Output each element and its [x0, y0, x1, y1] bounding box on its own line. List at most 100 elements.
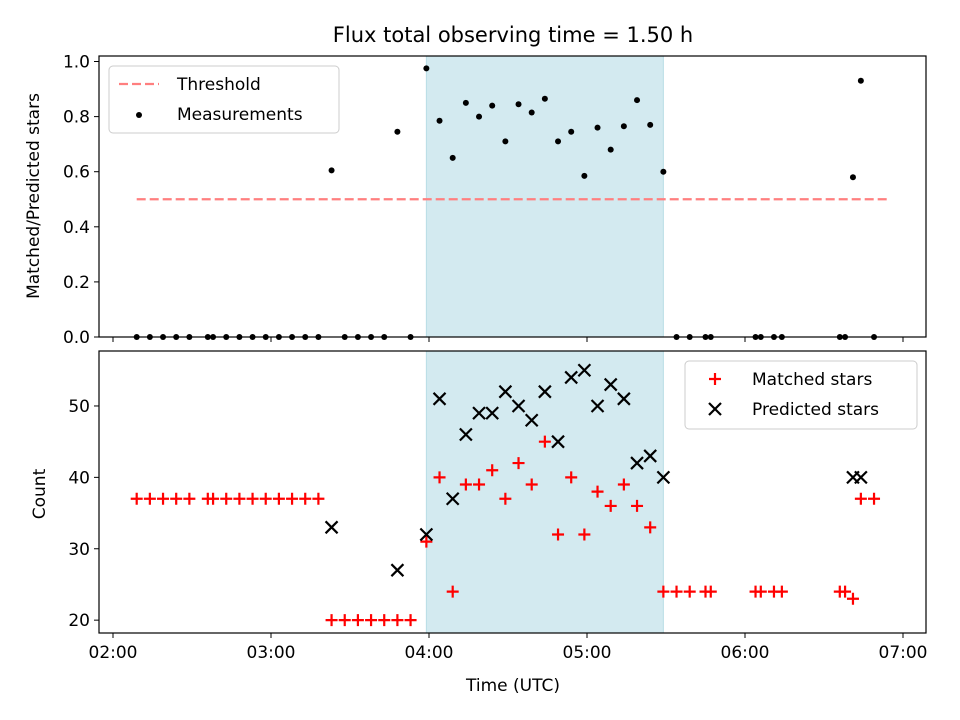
matched-star-point	[578, 528, 591, 541]
matched-star-point	[325, 614, 338, 627]
predicted-star-point	[643, 449, 657, 463]
x-axis-label: Time (UTC)	[465, 676, 560, 696]
legend-predicted-swatch	[708, 402, 722, 416]
matched-star-point	[617, 478, 630, 491]
measurement-point	[476, 113, 483, 120]
matched-star-point	[512, 457, 525, 470]
matched-star-point	[365, 614, 378, 627]
ratio-plot-area: 0.0 0.2 0.4 0.6 0.8 1.0	[63, 53, 927, 348]
matched-star-point	[420, 535, 433, 548]
matched-star-point	[272, 492, 285, 505]
x-tick-label: 03:00	[247, 643, 296, 663]
predicted-star-point	[564, 370, 578, 385]
measurement-point	[423, 65, 430, 72]
measurement-point	[502, 138, 509, 145]
matched-star-point	[351, 614, 364, 627]
matched-star-point	[183, 492, 196, 505]
axes-frame-top	[98, 55, 927, 338]
y-tick-label: 50	[68, 397, 90, 417]
matched-star-point	[312, 492, 325, 505]
matched-star-point	[143, 492, 156, 505]
observing-window-bottom	[425, 350, 664, 634]
matched-star-point	[657, 585, 670, 598]
matched-star-point	[170, 492, 183, 505]
predicted-star-point	[459, 427, 473, 442]
measurement-point	[568, 128, 575, 135]
measurement-point	[515, 101, 522, 108]
y-tick-label: 0.4	[63, 218, 90, 238]
matched-star-point	[670, 585, 683, 598]
ratio-y-axis-label: Matched/Predicted stars	[24, 93, 44, 299]
legend-measurements-label: Measurements	[177, 105, 303, 125]
measurement-point	[449, 154, 456, 161]
matched-star-point	[286, 492, 299, 505]
chart-title: Flux total observing time = 1.50 h	[333, 23, 693, 47]
y-tick-label: 0.2	[63, 273, 90, 293]
matched-star-point	[433, 471, 446, 484]
predicted-star-point	[538, 384, 552, 399]
measurement-point	[462, 99, 469, 106]
predicted-star-point	[485, 406, 499, 420]
ratio-legend-box	[108, 65, 340, 134]
matched-star-point	[683, 585, 696, 598]
matched-star-point	[259, 492, 272, 505]
predicted-star-point	[390, 563, 405, 577]
matched-star-point	[391, 614, 404, 627]
predicted-star-point	[524, 413, 539, 428]
x-tick-label: 05:00	[563, 643, 612, 663]
measurement-point	[634, 97, 641, 104]
matched-star-point	[538, 435, 551, 448]
matched-star-point	[704, 585, 717, 598]
matched-star-point	[404, 614, 417, 627]
matched-star-point	[459, 478, 472, 491]
matched-star-point	[473, 478, 486, 491]
y-tick-label: 1.0	[63, 53, 90, 73]
predicted-star-point	[603, 377, 618, 392]
predicted-star-point	[551, 434, 565, 449]
matched-star-point	[552, 528, 565, 541]
legend-matched-swatch	[709, 373, 721, 385]
count-plot-area: 20 30 40 50 02:00 03:00 04:00 05:00 06:00 07:00	[68, 350, 928, 663]
measurement-point	[849, 174, 856, 181]
y-tick-label: 40	[68, 468, 90, 488]
predicted-star-point	[630, 456, 644, 470]
x-tick-label: 06:00	[721, 643, 770, 663]
x-tick-label: 02:00	[89, 643, 138, 663]
predicted-star-point	[511, 399, 526, 413]
measurement-point	[581, 172, 588, 179]
matched-star-point	[839, 585, 852, 598]
measurement-point	[660, 168, 667, 175]
matched-star-point	[754, 585, 767, 598]
predicted-star-point	[498, 384, 513, 399]
y-tick-label: 30	[68, 540, 90, 560]
count-legend: Matched stars Predicted stars	[684, 360, 918, 430]
predicted-star-point	[324, 520, 339, 535]
measurement-point	[607, 146, 614, 153]
matched-star-point	[525, 478, 538, 491]
measurement-point	[647, 121, 654, 128]
predicted-star-point	[854, 470, 868, 485]
count-legend-box	[684, 360, 918, 430]
predicted-star-point	[445, 492, 460, 506]
matched-star-point	[246, 492, 259, 505]
predicted-star-point	[472, 406, 486, 420]
matched-star-point	[486, 464, 499, 477]
measurement-point	[555, 138, 562, 145]
matched-star-point	[207, 492, 220, 505]
measurement-point	[394, 128, 401, 135]
y-tick-label: 20	[68, 611, 90, 631]
matched-star-point	[868, 492, 881, 505]
ratio-legend: Threshold Measurements	[108, 65, 340, 134]
y-tick-label: 0.8	[63, 108, 90, 128]
predicted-star-point	[590, 399, 605, 413]
count-y-axis-label: Count	[30, 468, 50, 519]
matched-star-point	[775, 585, 788, 598]
matched-star-point	[854, 492, 867, 505]
matched-star-point	[130, 492, 143, 505]
matched-star-point	[604, 499, 617, 512]
matched-star-point	[446, 585, 459, 598]
measurement-point	[489, 102, 496, 109]
measurement-point	[528, 109, 535, 116]
ratio-panel: Flux total observing time = 1.50 h 0.00.…	[24, 23, 927, 348]
